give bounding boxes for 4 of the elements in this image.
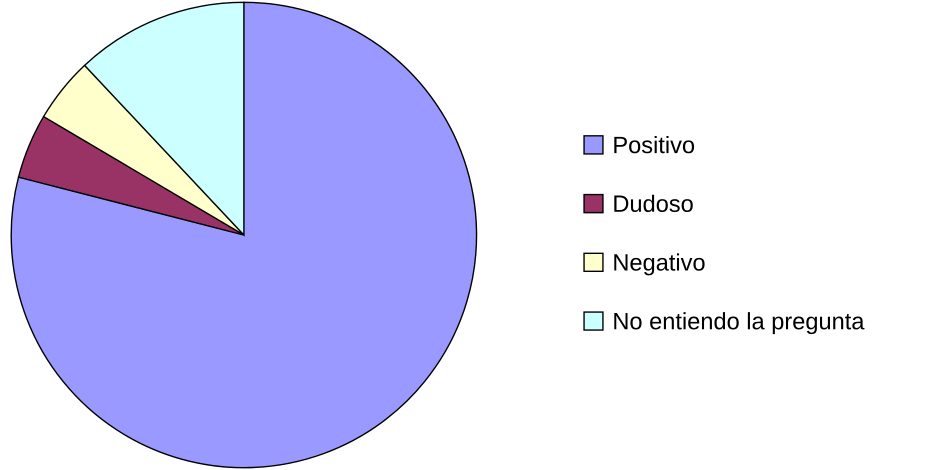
- legend-label: Negativo: [614, 253, 705, 276]
- legend-label: No entiendo la pregunta: [614, 312, 864, 334]
- legend-label: Positivo: [614, 136, 694, 154]
- legend-label: Dudoso: [614, 194, 693, 212]
